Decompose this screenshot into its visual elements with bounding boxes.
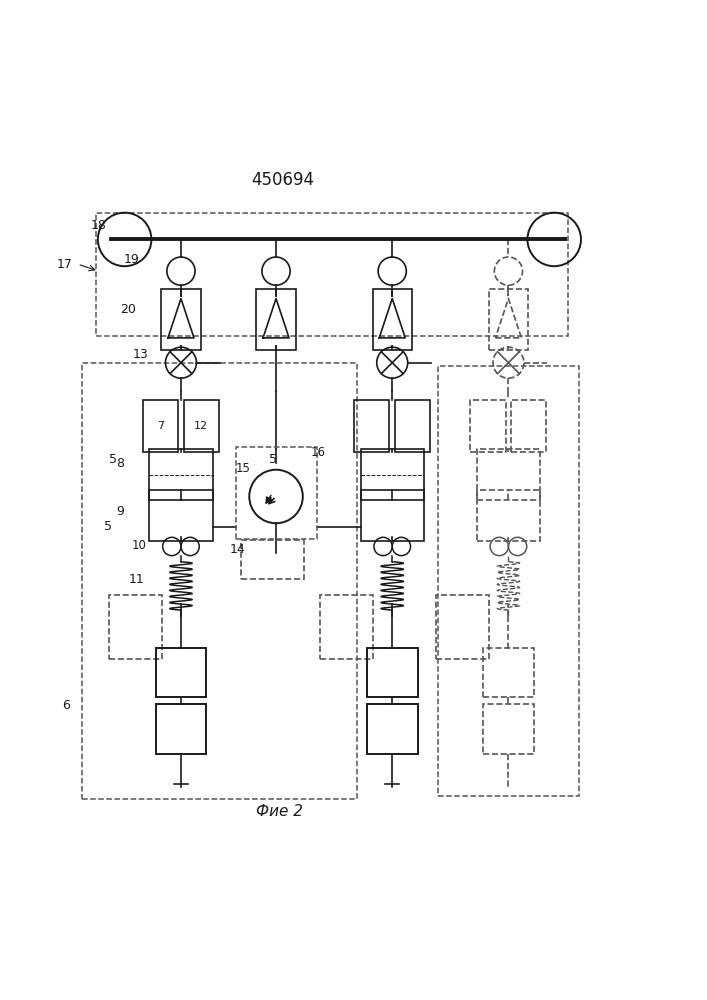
Text: 12: 12 <box>194 421 209 431</box>
Text: 17: 17 <box>57 258 73 271</box>
Bar <box>367 648 418 697</box>
Bar <box>320 595 373 659</box>
Bar <box>184 400 219 452</box>
Bar <box>143 400 178 452</box>
Text: Фие 2: Фие 2 <box>256 804 303 819</box>
Text: 11: 11 <box>129 573 144 586</box>
Text: 5: 5 <box>109 453 117 466</box>
Bar <box>354 400 390 452</box>
Bar <box>483 704 534 754</box>
Bar <box>477 449 540 500</box>
Bar <box>470 400 506 452</box>
Bar <box>149 490 213 541</box>
Bar <box>361 490 424 541</box>
Bar <box>436 595 489 659</box>
Bar <box>156 704 206 754</box>
Text: 16: 16 <box>311 446 326 459</box>
Bar <box>511 400 547 452</box>
Bar <box>235 447 317 539</box>
Text: 10: 10 <box>132 539 146 552</box>
Text: 5: 5 <box>269 453 277 466</box>
Bar <box>83 363 357 799</box>
Text: 450694: 450694 <box>252 171 315 189</box>
Text: 9: 9 <box>116 505 124 518</box>
Bar <box>483 648 534 697</box>
Bar <box>438 366 579 796</box>
Text: 7: 7 <box>157 421 164 431</box>
Text: 20: 20 <box>120 303 136 316</box>
Bar <box>477 490 540 541</box>
Bar <box>109 595 162 659</box>
Text: 19: 19 <box>124 253 139 266</box>
Bar <box>161 289 201 350</box>
Bar <box>156 648 206 697</box>
Bar <box>395 400 431 452</box>
Text: 14: 14 <box>230 543 246 556</box>
Bar <box>96 213 568 336</box>
Text: 15: 15 <box>235 462 250 475</box>
Text: 18: 18 <box>90 219 107 232</box>
Bar <box>241 540 304 579</box>
Bar <box>257 289 296 350</box>
Text: 5: 5 <box>104 520 112 533</box>
Bar <box>373 289 412 350</box>
Bar <box>367 704 418 754</box>
Text: 8: 8 <box>116 457 124 470</box>
Text: 13: 13 <box>132 348 148 361</box>
Text: 6: 6 <box>62 699 70 712</box>
Bar <box>361 449 424 500</box>
Bar <box>489 289 528 350</box>
Bar <box>149 449 213 500</box>
